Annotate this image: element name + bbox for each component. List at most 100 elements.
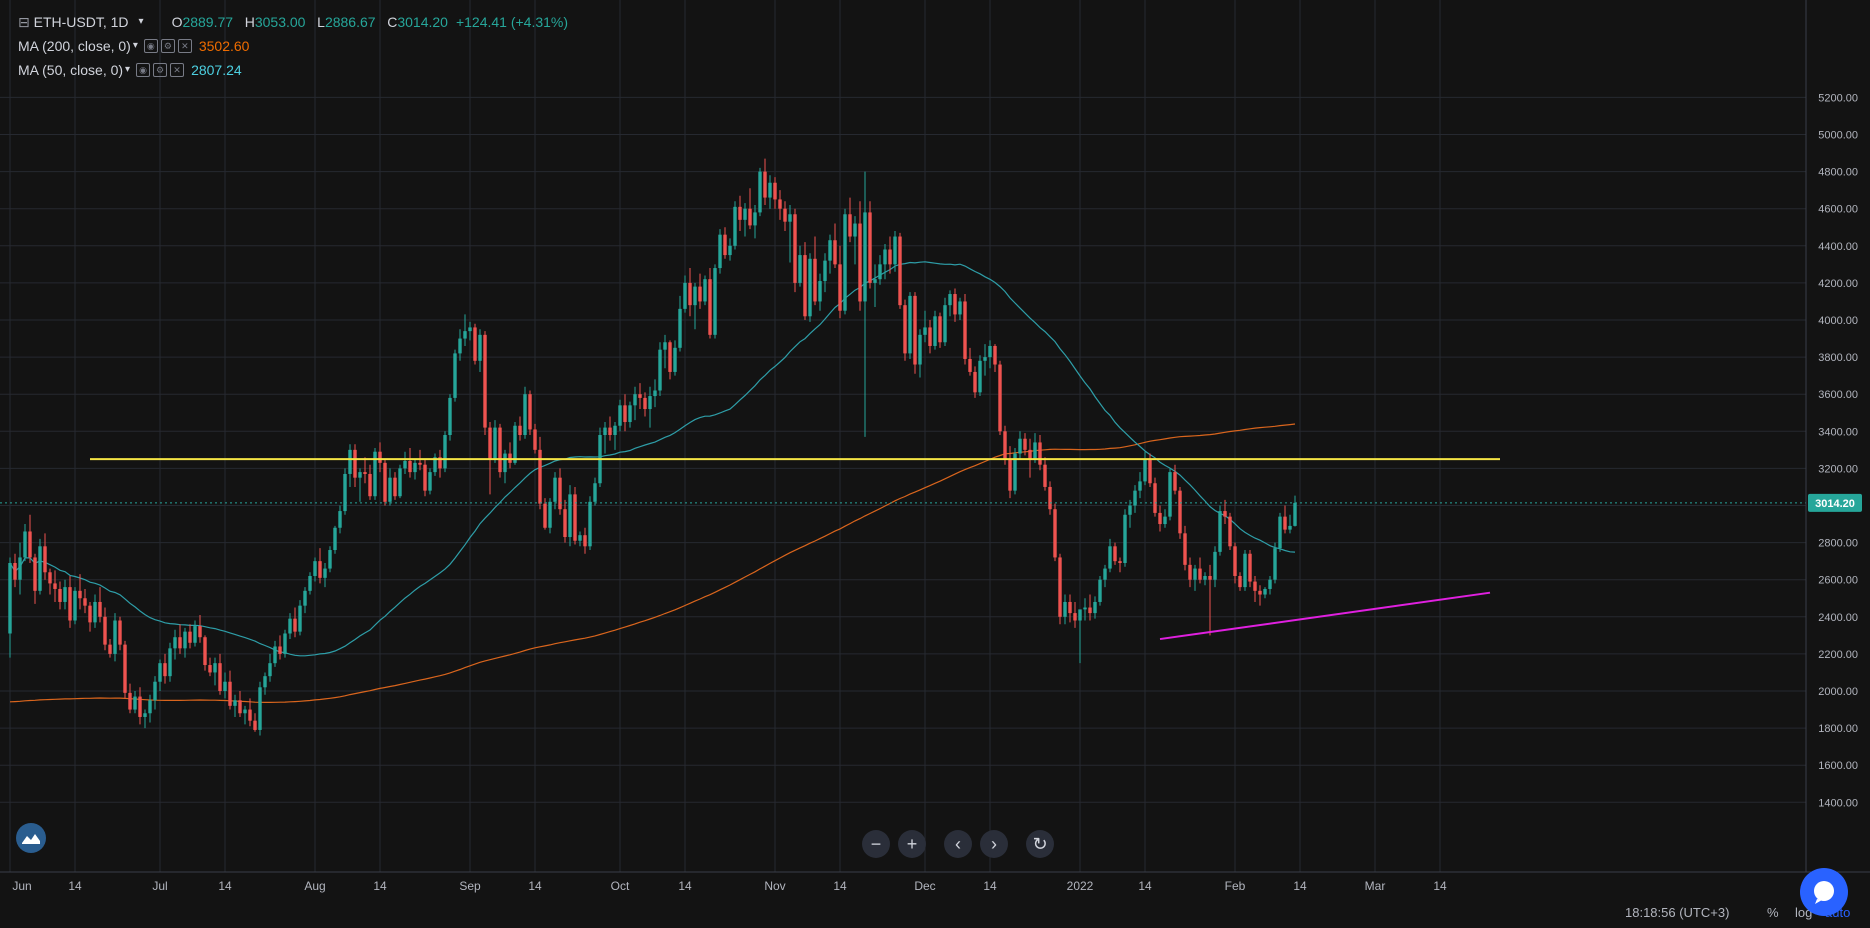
price-tick-label: 4800.00 <box>1818 167 1858 179</box>
price-tick-label: 1800.00 <box>1818 723 1858 735</box>
candle-body <box>273 646 277 664</box>
candle-body <box>583 535 587 547</box>
candle-body <box>1163 516 1167 525</box>
reset-chart-button[interactable]: ↻ <box>1026 830 1054 858</box>
symbol-row: ⊟ ETH-USDT, 1D ▾ O2889.77 H3053.00 L2886… <box>18 10 568 34</box>
price-change: +124.41 (+4.31%) <box>455 14 569 30</box>
ma200-label[interactable]: MA (200, close, 0) <box>18 38 131 54</box>
candle-body <box>303 590 307 606</box>
candle-body <box>833 240 837 265</box>
settings-icon[interactable]: ⚙ <box>153 63 168 77</box>
platform-logo[interactable] <box>16 823 46 853</box>
candle-body <box>893 236 897 265</box>
candle-body <box>288 618 292 634</box>
time-tick-label: Dec <box>914 879 935 893</box>
candle-body <box>1223 511 1227 517</box>
candle-body <box>1058 557 1062 617</box>
candle-body <box>98 601 102 617</box>
candle-body <box>733 206 737 246</box>
candle-body <box>588 501 592 547</box>
candle-body <box>1248 553 1252 582</box>
candle-body <box>1188 564 1192 580</box>
candle-body <box>218 663 222 691</box>
collapse-icon[interactable]: ⊟ <box>18 14 34 30</box>
candle-body <box>673 347 677 372</box>
candles <box>8 158 1297 736</box>
candle-body <box>363 472 367 474</box>
scroll-right-button[interactable]: › <box>980 830 1008 858</box>
candle-body <box>483 334 487 428</box>
candle-body <box>518 425 522 436</box>
candle-body <box>208 665 212 673</box>
candle-body <box>213 663 217 673</box>
zoom-in-button[interactable]: + <box>898 830 926 858</box>
chevron-down-icon[interactable]: ▾ <box>138 16 144 27</box>
candle-body <box>193 626 197 643</box>
candle-body <box>1198 568 1202 580</box>
candle-body <box>853 223 857 237</box>
scroll-left-button[interactable]: ‹ <box>944 830 972 858</box>
candle-body <box>1078 609 1082 621</box>
candle-body <box>103 616 107 645</box>
time-axis[interactable]: Jun 14 Jul 14 Aug 14 Sep 14 Oct 14 Nov 14 Dec 14 2022 1… <box>12 879 1447 893</box>
candle-body <box>198 626 202 638</box>
candle-body <box>863 212 867 302</box>
candle-body <box>38 546 42 591</box>
time-tick-label: 14 <box>1433 879 1447 893</box>
time-tick-label: 2022 <box>1067 879 1094 893</box>
candle-body <box>533 429 537 450</box>
trendline-support[interactable] <box>1159 591 1491 641</box>
candle-body <box>798 255 802 283</box>
candle-body <box>173 637 177 649</box>
candle-body <box>1233 546 1237 576</box>
candle-body <box>858 223 862 302</box>
chevron-down-icon[interactable]: ▾ <box>132 40 138 51</box>
candle-body <box>1253 581 1257 591</box>
price-tick-label: 4600.00 <box>1818 204 1858 216</box>
candle-body <box>1213 551 1217 580</box>
candle-body <box>408 460 412 473</box>
eye-icon[interactable]: ◉ <box>136 63 151 77</box>
time-tick-label: Feb <box>1225 879 1246 893</box>
ma50-label[interactable]: MA (50, close, 0) <box>18 62 124 78</box>
percent-toggle[interactable]: % <box>1767 905 1779 920</box>
candle-body <box>978 360 982 393</box>
candle-body <box>523 394 527 436</box>
candle-body <box>573 494 577 541</box>
candle-body <box>613 425 617 436</box>
chevron-down-icon[interactable]: ▾ <box>125 64 131 75</box>
candle-body <box>413 462 417 473</box>
price-tick-label: 4000.00 <box>1818 315 1858 327</box>
candle-body <box>453 353 457 398</box>
candle-body <box>168 648 172 677</box>
candle-body <box>243 709 247 714</box>
chat-support-button[interactable] <box>1800 868 1848 916</box>
close-icon[interactable]: ✕ <box>177 39 192 53</box>
candle-body <box>933 316 937 346</box>
candle-body <box>403 460 407 469</box>
candle-body <box>788 214 792 222</box>
eye-icon[interactable]: ◉ <box>143 39 158 53</box>
candle-body <box>918 334 922 365</box>
settings-icon[interactable]: ⚙ <box>160 39 175 53</box>
close-icon[interactable]: ✕ <box>170 63 185 77</box>
candle-body <box>178 637 182 649</box>
candle-body <box>738 206 742 220</box>
time-tick-label: 14 <box>983 879 997 893</box>
candle-body <box>883 249 887 265</box>
symbol-name[interactable]: ETH-USDT, 1D <box>33 14 129 30</box>
candle-body <box>353 449 357 478</box>
candle-body <box>1068 601 1072 614</box>
last-price-badge: 3014.20 <box>1808 493 1862 512</box>
candle-body <box>388 477 392 502</box>
candle-body <box>553 477 557 502</box>
candle-body <box>578 535 582 541</box>
zoom-out-button[interactable]: − <box>862 830 890 858</box>
candle-body <box>783 208 787 222</box>
candle-body <box>328 550 332 569</box>
clock-time[interactable]: 18:18:56 (UTC+3) <box>1625 905 1730 920</box>
candle-body <box>803 255 807 317</box>
price-tick-label: 2000.00 <box>1818 686 1858 698</box>
candle-body <box>23 531 27 558</box>
